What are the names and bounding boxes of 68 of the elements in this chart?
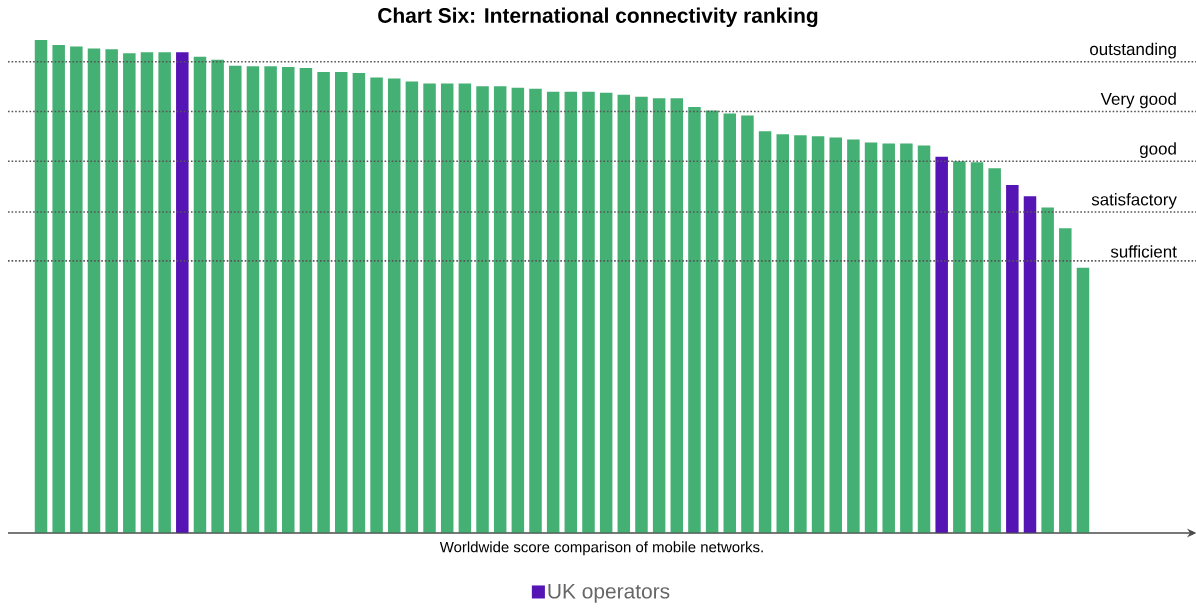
bar (1023, 196, 1037, 533)
legend-title: UK operators (548, 584, 670, 603)
bar (635, 96, 648, 533)
bar (617, 94, 631, 533)
bar (758, 131, 772, 533)
bar (582, 91, 595, 533)
ref-line-label: satisfactory (1091, 193, 1177, 209)
bar (652, 98, 666, 533)
bar (87, 48, 101, 533)
bar (1059, 228, 1072, 533)
bar (546, 91, 560, 533)
bar (140, 52, 154, 533)
bar (688, 107, 701, 533)
bar (811, 136, 825, 533)
bar (229, 65, 242, 533)
bar (317, 72, 330, 533)
bar (193, 56, 207, 533)
chart-title: Chart Six: International connectivity ranking (378, 7, 818, 28)
bar (1076, 267, 1090, 533)
bar (335, 72, 348, 533)
bar (70, 46, 83, 533)
bar (705, 110, 719, 533)
bar (299, 68, 313, 533)
bar (529, 88, 542, 533)
bar (847, 139, 860, 533)
bar (211, 59, 224, 533)
bar (423, 83, 436, 533)
bar (1006, 184, 1019, 533)
bar (493, 86, 507, 533)
bar (794, 135, 807, 533)
bar (352, 73, 366, 533)
ref-line-label: good (1139, 142, 1176, 159)
bar (282, 67, 295, 533)
bar (723, 113, 737, 533)
bar (264, 66, 277, 533)
bar (1041, 207, 1054, 533)
bar (405, 81, 419, 533)
bar (123, 53, 136, 533)
bar (176, 52, 189, 533)
bar (511, 87, 525, 533)
bar (34, 39, 48, 533)
bar (158, 52, 171, 533)
bar (917, 145, 931, 533)
x-axis-title: Worldwide score comparison of mobile networks. (439, 541, 763, 556)
bar (440, 83, 454, 533)
bar (370, 77, 383, 533)
bar (246, 66, 260, 533)
bar (670, 98, 684, 533)
bar (900, 143, 913, 533)
ref-line-label: sufficient (1110, 245, 1177, 258)
ref-line-label: outstanding (1090, 42, 1176, 59)
bar (829, 137, 842, 533)
bar (970, 162, 984, 533)
bar (105, 49, 118, 533)
ref-line-label: Very good (1100, 92, 1176, 109)
bar (476, 86, 489, 533)
bar (864, 142, 878, 533)
bar (935, 156, 948, 533)
bar (599, 92, 613, 533)
bar (564, 91, 578, 533)
bar (741, 115, 754, 533)
bar (953, 161, 966, 533)
bar (458, 83, 472, 533)
bar (387, 78, 401, 533)
bar (988, 168, 1001, 533)
bar (52, 44, 65, 533)
bar (882, 143, 895, 533)
bar (776, 134, 789, 533)
